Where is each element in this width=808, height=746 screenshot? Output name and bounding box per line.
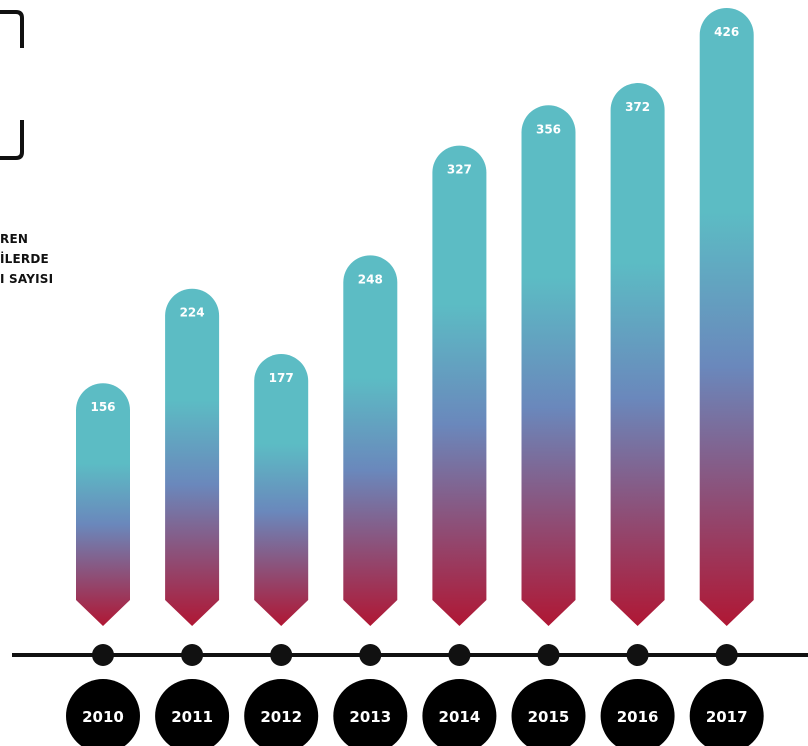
bar-2010: [76, 383, 130, 626]
bar-value-label-2013: 248: [358, 272, 383, 286]
year-label-2014: 2014: [439, 708, 481, 726]
chart-caption-line-1: REN: [0, 232, 29, 246]
bar-2014: [432, 145, 487, 627]
year-badge-2015: [511, 679, 586, 746]
timeline-marker-2014: [448, 644, 471, 666]
bar-2016: [610, 83, 665, 627]
bar-value-label-2011: 224: [180, 306, 205, 320]
year-badge-2012: [244, 679, 319, 746]
year-label-2016: 2016: [617, 708, 659, 726]
timeline-marker-2015: [537, 644, 560, 666]
year-label-2010: 2010: [82, 708, 124, 726]
year-label-2013: 2013: [349, 708, 391, 726]
timeline-markers-group: [92, 644, 738, 666]
chart-caption-line-3: I SAYISI: [0, 272, 54, 286]
year-badge-2014: [422, 679, 497, 746]
year-badge-2011: [155, 679, 230, 746]
year-badges-group: 2010 2011 2012 2013 2014 2015 2016 2017: [66, 679, 764, 746]
bar-value-label-2010: 156: [90, 400, 115, 414]
chart-caption-line-2: İLERDE: [0, 252, 49, 266]
year-badge-2013: [333, 679, 408, 746]
bar-value-label-2012: 177: [269, 371, 294, 385]
year-label-2012: 2012: [260, 708, 302, 726]
bar-value-label-2015: 356: [536, 122, 561, 136]
timeline-marker-2010: [92, 644, 114, 666]
frame-bracket-decoration: [0, 10, 24, 160]
year-label-2015: 2015: [528, 708, 570, 726]
bar-2017: [699, 8, 754, 627]
bar-value-label-2014: 327: [447, 163, 472, 177]
year-label-2017: 2017: [706, 708, 748, 726]
timeline-marker-2013: [359, 644, 382, 666]
timeline-marker-2017: [715, 644, 738, 666]
bar-2013: [343, 255, 398, 627]
timeline-marker-2016: [626, 644, 649, 666]
year-label-2011: 2011: [171, 708, 213, 726]
year-badge-2016: [600, 679, 675, 746]
year-badge-2010: [66, 679, 140, 746]
bar-2015: [521, 105, 576, 627]
bar-2011: [165, 288, 220, 626]
bars-group: 156 224 177 248 327 356 372 426: [76, 8, 754, 627]
year-badge-2017: [689, 679, 764, 746]
timeline-marker-2012: [270, 644, 293, 666]
bar-2012: [254, 354, 309, 626]
timeline-marker-2011: [181, 644, 204, 666]
bar-value-label-2017: 426: [714, 25, 739, 39]
bar-value-label-2016: 372: [625, 100, 650, 114]
